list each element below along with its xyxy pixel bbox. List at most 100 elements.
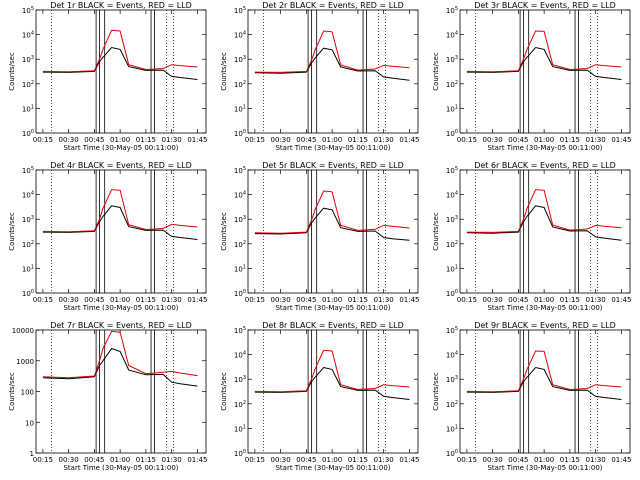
x-axis-label: Start Time (30-May-05 00:11:00)	[63, 464, 178, 472]
detector-panel-2: Det 2r BLACK = Events, RED = LLD 100 101 10…	[220, 1, 420, 152]
x-tick-label: 00:45	[296, 296, 316, 304]
y-tick-label: 100	[234, 289, 246, 298]
x-tick-label: 01:15	[348, 296, 368, 304]
x-axis-label: Start Time (30-May-05 00:11:00)	[63, 304, 178, 312]
y-tick-label: 105	[234, 326, 246, 335]
x-axis-label: Start Time (30-May-05 00:11:00)	[63, 144, 178, 152]
lld-series-line	[466, 350, 622, 393]
y-tick-label: 103	[446, 215, 458, 224]
panel-title: Det 7r BLACK = Events, RED = LLD	[50, 321, 192, 330]
x-tick-label: 01:30	[586, 456, 606, 464]
panel-title: Det 3r BLACK = Events, RED = LLD	[474, 1, 616, 10]
lld-series-line	[466, 30, 622, 73]
y-tick-label: 105	[22, 6, 34, 15]
detector-panel-7: Det 7r BLACK = Events, RED = LLD 1 10 100 10…	[8, 321, 208, 472]
x-tick-label: 00:30	[59, 296, 79, 304]
y-tick-label: 105	[446, 166, 458, 175]
events-series-line	[466, 205, 622, 241]
y-tick-label: 105	[234, 166, 246, 175]
y-tick-label: 104	[22, 191, 34, 200]
x-tick-label: 00:45	[296, 136, 316, 144]
x-tick-label: 00:30	[483, 136, 503, 144]
lld-series-line	[42, 29, 198, 73]
y-tick-label: 10000	[12, 327, 34, 335]
x-tick-label: 00:45	[508, 136, 528, 144]
y-tick-label: 102	[22, 80, 34, 89]
lld-series-line	[466, 189, 622, 233]
x-tick-label: 01:15	[348, 136, 368, 144]
x-tick-label: 01:00	[110, 456, 130, 464]
y-axis-label: Counts/sec	[8, 52, 16, 91]
plot-frame	[35, 329, 207, 454]
events-series-line	[466, 46, 622, 80]
y-axis-label: Counts/sec	[220, 372, 228, 411]
x-axis-label: Start Time (30-May-05 00:11:00)	[487, 144, 602, 152]
panel-title: Det 9r BLACK = Events, RED = LLD	[474, 321, 616, 330]
x-tick-label: 01:00	[110, 296, 130, 304]
x-tick-label: 00:30	[59, 136, 79, 144]
y-tick-label: 102	[234, 240, 246, 249]
y-tick-label: 101	[234, 104, 246, 113]
x-tick-label: 01:45	[399, 136, 419, 144]
x-tick-label: 01:00	[110, 136, 130, 144]
y-tick-label: 103	[22, 215, 34, 224]
y-tick-label: 103	[234, 215, 246, 224]
x-tick-label: 01:45	[611, 136, 631, 144]
x-tick-label: 00:15	[245, 456, 265, 464]
x-axis-label: Start Time (30-May-05 00:11:00)	[275, 144, 390, 152]
detector-panel-6: Det 6r BLACK = Events, RED = LLD 100 101 10…	[432, 161, 632, 312]
x-tick-label: 01:45	[187, 456, 207, 464]
y-tick-label: 102	[22, 240, 34, 249]
lld-series-line	[254, 190, 410, 234]
y-tick-label: 105	[22, 166, 34, 175]
y-tick-label: 100	[446, 449, 458, 458]
y-tick-label: 101	[22, 104, 34, 113]
x-tick-label: 00:30	[271, 456, 291, 464]
y-tick-label: 104	[234, 351, 246, 360]
events-series-line	[42, 46, 198, 80]
y-axis-label: Counts/sec	[8, 212, 16, 251]
panel-title: Det 1r BLACK = Events, RED = LLD	[50, 1, 192, 10]
x-tick-label: 00:45	[508, 456, 528, 464]
y-tick-label: 105	[446, 326, 458, 335]
x-tick-label: 01:15	[136, 456, 156, 464]
detector-panel-9: Det 9r BLACK = Events, RED = LLD 100 101 10…	[432, 321, 632, 472]
x-axis-label: Start Time (30-May-05 00:11:00)	[487, 304, 602, 312]
plot-frame	[35, 169, 207, 294]
x-tick-label: 01:15	[560, 136, 580, 144]
y-tick-label: 100	[446, 129, 458, 138]
y-tick-label: 104	[234, 31, 246, 40]
x-tick-label: 01:00	[322, 296, 342, 304]
x-tick-label: 01:30	[374, 296, 394, 304]
panel-title: Det 2r BLACK = Events, RED = LLD	[262, 1, 404, 10]
x-tick-label: 00:30	[271, 136, 291, 144]
x-tick-label: 01:30	[162, 456, 182, 464]
plot-frame	[459, 329, 631, 454]
plot-frame	[247, 169, 419, 294]
y-tick-label: 1000	[16, 358, 34, 366]
plot-frame	[35, 9, 207, 134]
y-tick-label: 101	[22, 264, 34, 273]
y-tick-label: 105	[234, 6, 246, 15]
x-tick-label: 00:15	[457, 456, 477, 464]
y-tick-label: 101	[446, 104, 458, 113]
plot-frame	[459, 169, 631, 294]
events-series-line	[254, 207, 410, 241]
y-axis-label: Counts/sec	[220, 212, 228, 251]
plot-frame	[247, 9, 419, 134]
x-tick-label: 00:45	[84, 136, 104, 144]
plot-frame	[459, 9, 631, 134]
y-tick-label: 103	[22, 55, 34, 64]
y-tick-label: 101	[234, 264, 246, 273]
y-tick-label: 101	[234, 424, 246, 433]
y-tick-label: 100	[446, 289, 458, 298]
x-tick-label: 00:15	[245, 296, 265, 304]
y-axis-label: Counts/sec	[432, 212, 440, 251]
y-tick-label: 10	[25, 419, 34, 427]
x-tick-label: 01:15	[560, 456, 580, 464]
y-tick-label: 1	[30, 450, 34, 458]
x-tick-label: 01:15	[348, 456, 368, 464]
x-tick-label: 01:00	[322, 456, 342, 464]
x-tick-label: 01:45	[399, 456, 419, 464]
x-tick-label: 00:15	[33, 136, 53, 144]
